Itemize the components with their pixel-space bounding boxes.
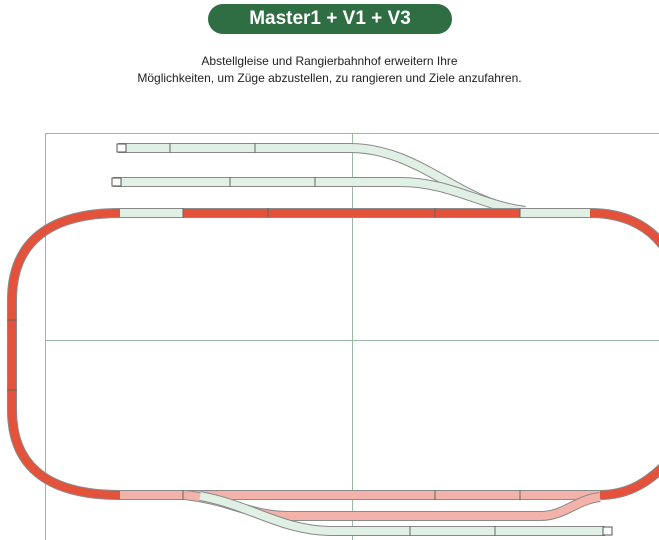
- sidings-bottom: [184, 490, 613, 536]
- joints: [7, 143, 521, 536]
- sidings-top: [111, 143, 526, 216]
- main-oval: [7, 208, 659, 500]
- description-line: Abstellgleise und Rangierbahnhof erweite…: [201, 54, 458, 68]
- description-line: Möglichkeiten, um Züge abzustellen, zu r…: [137, 71, 522, 85]
- title: Master1 + V1 + V3: [208, 4, 452, 34]
- grid: [45, 133, 659, 540]
